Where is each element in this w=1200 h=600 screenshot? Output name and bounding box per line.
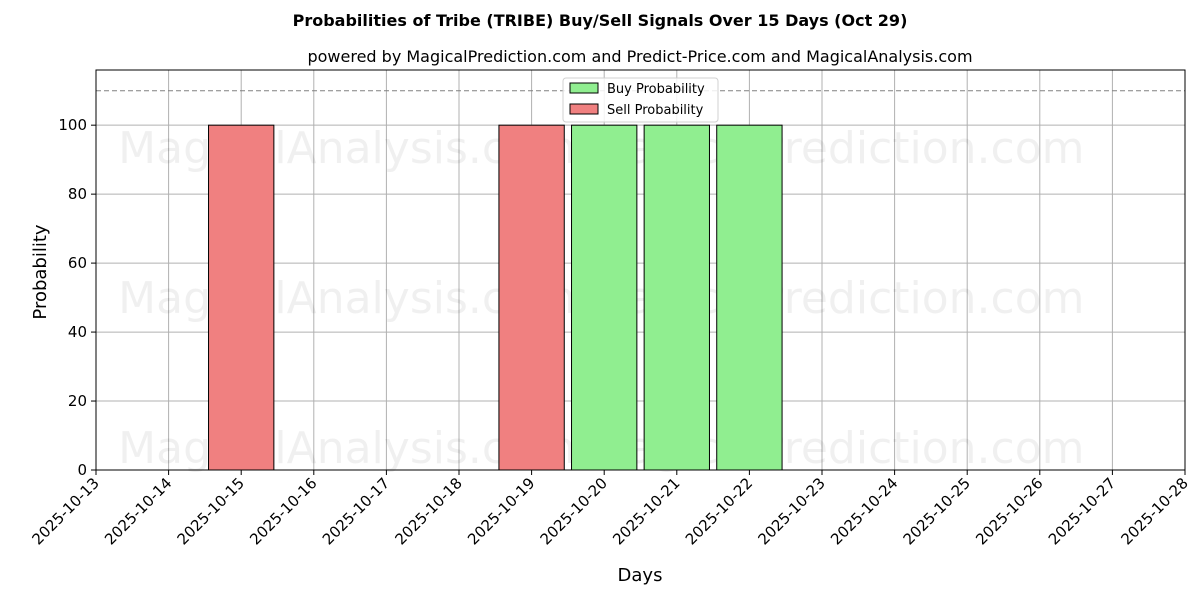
y-tick-label: 100: [58, 116, 87, 134]
chart-title: Probabilities of Tribe (TRIBE) Buy/Sell …: [293, 11, 908, 30]
legend: Buy Probability Sell Probability: [562, 77, 719, 123]
x-tick-label: 2025-10-21: [609, 474, 683, 548]
y-tick-label: 40: [68, 323, 87, 341]
plot-frame: [95, 69, 1186, 471]
x-tick-label: 2025-10-18: [391, 474, 465, 548]
x-axis-ticks: 2025-10-132025-10-142025-10-152025-10-16…: [28, 470, 1192, 548]
legend-swatch: [569, 103, 599, 115]
legend-label: Sell Probability: [607, 103, 704, 118]
y-tick-label: 80: [68, 185, 87, 203]
buy-bar: [716, 124, 783, 471]
x-axis-label: Days: [618, 565, 663, 586]
x-tick-label: 2025-10-14: [101, 474, 175, 548]
x-tick-label: 2025-10-17: [319, 474, 393, 548]
y-axis-ticks: 0 20 40 60 80 100: [58, 116, 96, 479]
y-axis-label: Probability: [30, 224, 51, 319]
x-tick-label: 2025-10-22: [682, 474, 756, 548]
chart-subtitle: powered by MagicalPrediction.com and Pre…: [307, 47, 972, 66]
x-tick-label: 2025-10-25: [900, 474, 974, 548]
y-tick-label: 0: [77, 461, 87, 479]
sell-bar: [208, 124, 275, 471]
x-tick-label: 2025-10-20: [537, 474, 611, 548]
x-tick-label: 2025-10-28: [1117, 474, 1191, 548]
x-tick-label: 2025-10-23: [754, 474, 828, 548]
x-tick-label: 2025-10-27: [1045, 474, 1119, 548]
x-tick-label: 2025-10-19: [464, 474, 538, 548]
sell-bar: [498, 124, 565, 471]
y-tick-label: 20: [68, 392, 87, 410]
x-tick-label: 2025-10-24: [827, 474, 901, 548]
legend-swatch: [569, 82, 599, 94]
buy-bar: [571, 124, 638, 471]
x-tick-label: 2025-10-26: [972, 474, 1046, 548]
bars: [208, 124, 783, 471]
legend-label: Buy Probability: [607, 82, 705, 97]
buy-bar: [643, 124, 710, 471]
x-tick-label: 2025-10-13: [28, 474, 102, 548]
y-tick-label: 60: [68, 254, 87, 272]
x-tick-label: 2025-10-15: [174, 474, 248, 548]
x-tick-label: 2025-10-16: [246, 474, 320, 548]
